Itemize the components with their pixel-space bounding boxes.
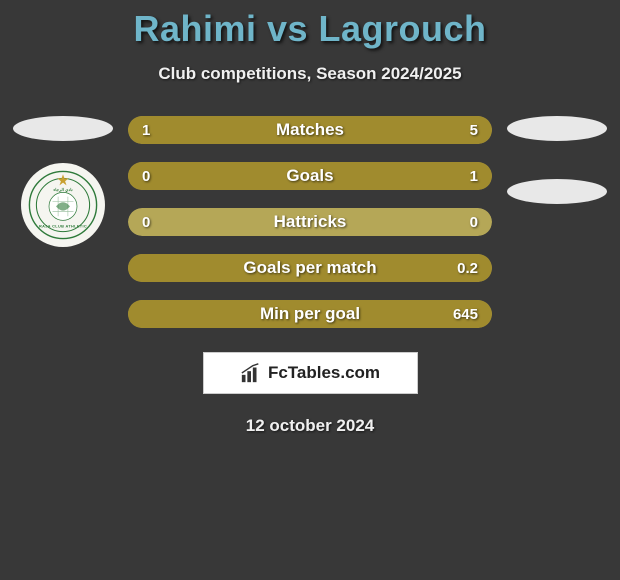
branding-box[interactable]: FcTables.com [203, 352, 418, 394]
stat-bar: 0 Goals 1 [128, 162, 492, 190]
page-title: Rahimi vs Lagrouch [0, 8, 620, 50]
stat-value-right: 5 [470, 122, 478, 139]
stat-value-right: 0.2 [457, 260, 478, 277]
stat-value-right: 645 [453, 306, 478, 323]
stat-label: Goals [286, 166, 333, 186]
stat-value-left: 0 [142, 214, 150, 231]
branding-text: FcTables.com [268, 363, 380, 383]
stat-label: Matches [276, 120, 344, 140]
date-label: 12 october 2024 [0, 416, 620, 436]
svg-text:RAJA CLUB ATHLETIC: RAJA CLUB ATHLETIC [39, 224, 87, 228]
stat-bar: 1 Matches 5 [128, 116, 492, 144]
player-left-avatar [13, 116, 113, 141]
content-row: نادي الرجاء RAJA CLUB ATHLETIC 1 Matches 5… [0, 116, 620, 328]
stats-bars: 1 Matches 5 0 Goals 1 0 Hattricks 0 Goals per mat… [118, 116, 502, 328]
stat-bar: 0 Hattricks 0 [128, 208, 492, 236]
stat-value-right: 0 [470, 214, 478, 231]
chart-icon [240, 362, 262, 384]
comparison-widget: Rahimi vs Lagrouch Club competitions, Se… [0, 0, 620, 436]
left-avatar-column: نادي الرجاء RAJA CLUB ATHLETIC [8, 116, 118, 328]
stat-value-right: 1 [470, 168, 478, 185]
stat-value-left: 0 [142, 168, 150, 185]
bar-fill-left [128, 116, 190, 144]
club-badge-right-placeholder [507, 179, 607, 204]
club-badge-left: نادي الرجاء RAJA CLUB ATHLETIC [21, 163, 105, 247]
club-crest-icon: نادي الرجاء RAJA CLUB ATHLETIC [28, 170, 98, 240]
stat-label: Hattricks [274, 212, 347, 232]
stat-label: Min per goal [260, 304, 360, 324]
stat-label: Goals per match [243, 258, 376, 278]
stat-bar: Min per goal 645 [128, 300, 492, 328]
subtitle: Club competitions, Season 2024/2025 [0, 64, 620, 84]
player-right-avatar [507, 116, 607, 141]
stat-value-left: 1 [142, 122, 150, 139]
right-avatar-column [502, 116, 612, 328]
stat-bar: Goals per match 0.2 [128, 254, 492, 282]
